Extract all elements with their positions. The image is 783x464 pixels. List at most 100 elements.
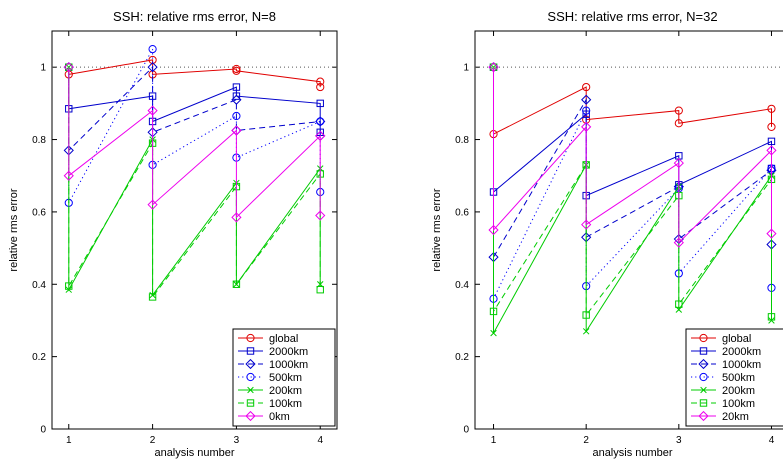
data-point [582, 82, 591, 92]
data-point [582, 328, 590, 335]
series-line [493, 67, 772, 334]
data-point [231, 125, 242, 136]
series-200km [65, 63, 324, 299]
series-100km [489, 63, 776, 321]
legend-label: 200km [722, 385, 755, 397]
x-tick-label: 4 [769, 435, 775, 446]
y-tick-label: 0.6 [32, 207, 46, 218]
series-line [493, 67, 772, 244]
data-point [232, 280, 241, 288]
data-point [766, 145, 777, 156]
series-2000km [65, 63, 324, 137]
series-0km [63, 62, 326, 223]
y-tick-label: 1 [40, 63, 46, 74]
x-tick-label: 1 [491, 435, 497, 446]
data-point [766, 228, 777, 239]
legend-label: global [722, 333, 751, 345]
y-tick-label: 0.4 [32, 280, 46, 291]
series-100km [65, 63, 324, 301]
legend-marker [699, 372, 708, 382]
series-global [64, 55, 325, 92]
data-point [149, 291, 156, 299]
legend-box [232, 328, 336, 427]
data-point [148, 293, 157, 301]
chart-panel-1: SSH: relative rms error, N=8 0 0.2 0.4 0.6 0.… [8, 9, 338, 459]
series-line [68, 67, 321, 219]
legend-label: 2000km [722, 346, 761, 358]
legend-label: 2000km [269, 346, 308, 358]
data-point [674, 106, 683, 115]
y-tick-label: 0.4 [455, 280, 469, 291]
legend-marker [698, 410, 709, 422]
legend-label: 1000km [722, 359, 761, 371]
data-point [148, 55, 157, 65]
legend-label: 1000km [269, 359, 308, 371]
data-point [231, 94, 242, 105]
legend-label: 500km [722, 372, 755, 384]
y-tick-label: 1 [463, 63, 469, 74]
plot-area-frame [51, 30, 338, 430]
series-global [489, 63, 776, 139]
data-point [316, 82, 325, 92]
y-tick-label: 0.6 [455, 207, 469, 218]
data-point [231, 212, 242, 223]
legend-marker [699, 399, 708, 407]
y-tick-label: 0.8 [455, 135, 469, 146]
legend-marker [700, 386, 707, 394]
data-point [582, 311, 590, 319]
data-point [488, 62, 499, 73]
data-point [65, 282, 73, 290]
data-point [147, 62, 158, 73]
data-point [315, 210, 326, 221]
data-point [767, 137, 776, 146]
x-tick-label: 2 [583, 435, 589, 446]
data-point [582, 106, 591, 115]
y-tick-label: 0.2 [32, 352, 46, 363]
legend-marker [246, 399, 255, 407]
data-point [673, 157, 684, 169]
x-tick-label: 2 [150, 435, 156, 446]
series-line [68, 59, 321, 88]
data-point [767, 313, 776, 321]
legend-box [685, 328, 783, 427]
data-point [767, 104, 776, 113]
legend-label: 200km [269, 385, 302, 397]
data-layer [52, 44, 337, 301]
series-500km [489, 63, 776, 303]
legend-marker [699, 347, 708, 355]
series-20km [488, 62, 777, 248]
plot-area-frame [474, 30, 783, 430]
legend-marker [245, 410, 256, 422]
legend-marker [246, 333, 255, 343]
data-point [675, 300, 683, 308]
chart-panel-2: SSH: relative rms error, N=32 0 0.2 0.4 0.6 0… [431, 9, 783, 459]
legend-marker [247, 386, 254, 394]
legend-label: 100km [722, 398, 755, 410]
data-point [315, 130, 326, 142]
data-point [147, 105, 158, 116]
y-tick-label: 0.2 [455, 352, 469, 363]
data-point [63, 170, 74, 181]
series-line [493, 67, 772, 317]
data-point [581, 219, 592, 230]
series-line [68, 67, 321, 299]
series-line [493, 67, 772, 197]
data-point [316, 99, 324, 108]
legend-marker [245, 358, 256, 370]
legend-label: 500km [269, 372, 302, 384]
data-point [147, 199, 158, 210]
x-tick-label: 3 [676, 435, 682, 446]
data-point [488, 224, 499, 236]
legend-label: 100km [269, 398, 302, 410]
chart-title: SSH: relative rms error, N=8 [113, 9, 276, 24]
y-tick-label: 0 [463, 425, 469, 436]
y-tick-label: 0 [40, 425, 46, 436]
series-line [68, 48, 321, 204]
data-point [674, 119, 683, 128]
data-point [148, 44, 157, 54]
y-axis-label: relative rms error [8, 188, 20, 271]
legend-marker [246, 372, 255, 382]
